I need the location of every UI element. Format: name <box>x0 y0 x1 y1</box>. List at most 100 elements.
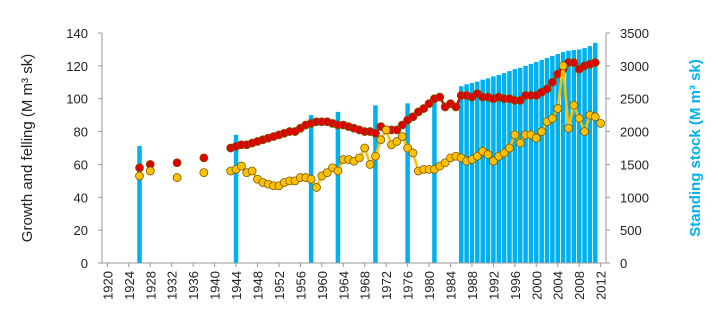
point <box>392 125 402 135</box>
bar <box>373 105 378 264</box>
point <box>172 173 182 182</box>
point <box>199 153 209 163</box>
bar <box>233 134 239 263</box>
point <box>558 61 568 71</box>
point <box>542 84 552 94</box>
x-tick-label: 1936 <box>186 271 201 300</box>
x-tick-label: 1992 <box>486 271 501 300</box>
x-tick-label: 1928 <box>143 271 158 300</box>
x-tick-label: 1920 <box>100 271 115 300</box>
bar <box>335 111 341 263</box>
point <box>499 148 509 158</box>
point <box>365 160 375 169</box>
point <box>569 100 579 110</box>
point <box>397 120 407 130</box>
bar <box>432 96 437 263</box>
x-tick-label: 1964 <box>336 271 351 300</box>
point <box>472 151 482 161</box>
bar <box>582 48 587 263</box>
point <box>510 130 520 140</box>
x-tick-label: 1932 <box>165 271 180 300</box>
bar <box>593 42 598 263</box>
point <box>237 161 246 171</box>
y-tick-label: 80 <box>74 125 88 140</box>
bar <box>480 79 485 264</box>
x-tick-label: 1960 <box>315 271 330 300</box>
point <box>590 112 600 122</box>
bar <box>544 57 550 263</box>
point <box>440 158 450 168</box>
x-tick-label: 1940 <box>208 271 223 300</box>
bar <box>560 52 566 263</box>
bar <box>507 71 512 263</box>
point <box>547 114 557 123</box>
bar <box>491 76 496 263</box>
point <box>322 168 332 178</box>
point <box>483 150 493 159</box>
x-tick-label: 1988 <box>465 271 480 300</box>
y2-tick-label: 3500 <box>620 26 649 41</box>
point <box>590 58 600 67</box>
bar <box>469 82 475 263</box>
x-tick-label: 1948 <box>250 271 265 300</box>
x-tick-label: 2000 <box>529 271 544 300</box>
point <box>360 143 370 153</box>
y2-tick-label: 1500 <box>620 157 649 172</box>
point <box>451 102 461 112</box>
bar <box>555 54 560 264</box>
x-tick-label: 1944 <box>229 271 244 300</box>
bar <box>576 49 582 263</box>
point <box>135 171 144 181</box>
bar <box>405 103 410 263</box>
point <box>312 183 321 192</box>
point <box>392 137 402 146</box>
bar <box>539 59 544 263</box>
x-tick-label: 1976 <box>401 271 416 300</box>
y-tick-label: 140 <box>66 26 88 41</box>
point <box>135 163 144 173</box>
point <box>306 174 316 184</box>
y2-tick-label: 2500 <box>620 92 649 107</box>
y2-tick-label: 3000 <box>620 59 649 74</box>
point <box>515 95 525 105</box>
point <box>424 99 434 109</box>
bar <box>571 50 577 264</box>
x-tick-label: 2004 <box>551 271 566 300</box>
point <box>371 128 380 138</box>
point <box>397 132 407 141</box>
x-tick-label: 2008 <box>572 271 587 300</box>
bar <box>475 81 480 263</box>
x-tick-label: 2012 <box>594 271 609 300</box>
point <box>580 127 589 136</box>
point <box>569 58 579 67</box>
point <box>354 153 364 163</box>
y-tick-label: 0 <box>81 256 88 271</box>
bar <box>528 63 534 264</box>
point <box>333 166 343 176</box>
point <box>403 143 413 153</box>
point <box>531 133 541 143</box>
point <box>574 114 584 123</box>
point <box>247 166 257 176</box>
point <box>537 127 547 136</box>
point <box>376 135 386 145</box>
bar <box>464 84 469 263</box>
bar <box>308 115 314 264</box>
x-tick-label: 1996 <box>508 271 523 300</box>
point <box>564 123 573 133</box>
point <box>596 118 606 128</box>
bar <box>496 75 502 263</box>
bar <box>512 69 518 264</box>
y-tick-label: 40 <box>74 190 88 205</box>
point <box>381 125 391 135</box>
y2-axis-title: Standing stock (M m³ sk) <box>687 59 704 237</box>
point <box>172 158 182 168</box>
y-tick-label: 100 <box>66 92 88 107</box>
point <box>145 166 155 176</box>
bar <box>587 46 593 264</box>
point <box>435 92 445 102</box>
y-tick-label: 120 <box>66 59 88 74</box>
x-tick-label: 1984 <box>444 271 459 300</box>
point <box>505 143 514 153</box>
